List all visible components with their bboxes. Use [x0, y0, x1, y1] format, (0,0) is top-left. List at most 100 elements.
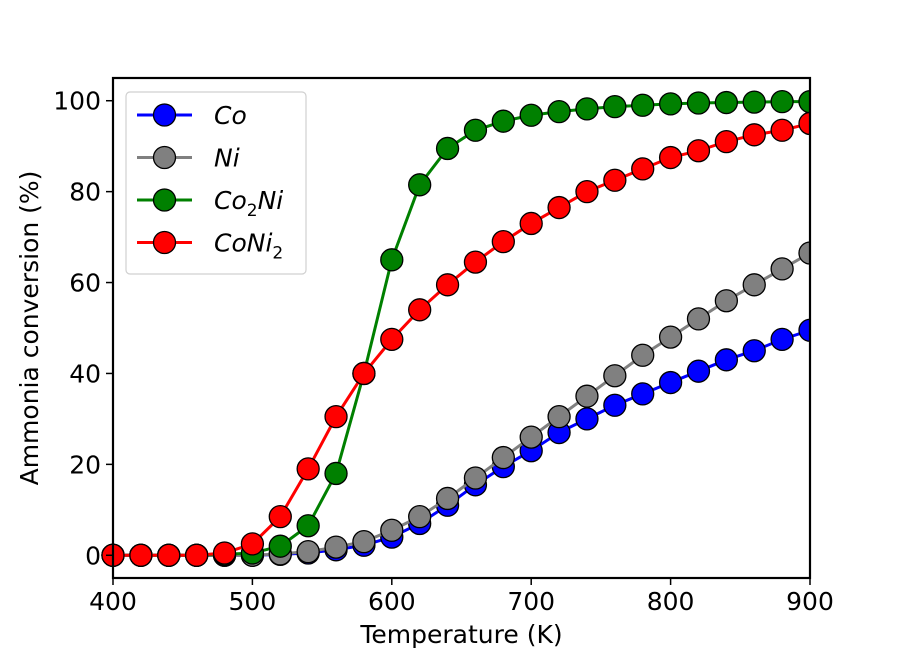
data-point — [603, 168, 627, 192]
series-line — [113, 251, 810, 557]
data-point — [714, 348, 739, 372]
data-point — [352, 529, 376, 554]
data-point — [686, 139, 711, 163]
legend-item-co: Co — [137, 101, 247, 130]
data-point — [686, 307, 711, 331]
data-point — [714, 289, 739, 313]
legend-item-ni: Ni — [137, 144, 240, 173]
data-point — [547, 404, 571, 429]
data-point — [157, 543, 181, 567]
data-point — [380, 518, 404, 542]
y-tick-label: 100 — [53, 87, 101, 116]
data-point — [463, 118, 488, 142]
x-axis-label: Temperature (K) — [359, 620, 562, 649]
data-point — [631, 157, 655, 181]
data-point — [408, 298, 432, 322]
y-tick-label: 60 — [69, 269, 101, 298]
data-point — [519, 425, 543, 449]
plot-frame — [111, 76, 812, 580]
x-axis: 400 500 600 700 800 900 — [89, 578, 834, 616]
data-point — [296, 457, 320, 481]
y-tick-label: 80 — [69, 178, 101, 207]
series-coni2 — [101, 111, 810, 567]
data-point — [631, 343, 655, 367]
y-axis-label: Ammonia conversion (%) — [15, 171, 44, 486]
data-point — [714, 90, 739, 115]
data-point — [212, 541, 237, 565]
x-tick-label: 400 — [89, 587, 137, 616]
data-point — [575, 407, 599, 431]
legend-marker — [152, 145, 177, 170]
data-point — [658, 145, 683, 170]
x-tick-label: 900 — [786, 587, 834, 616]
data-point — [435, 486, 460, 511]
data-point — [547, 195, 571, 220]
data-point — [770, 257, 794, 281]
data-point — [603, 94, 627, 119]
data-point — [380, 327, 404, 352]
data-point — [658, 325, 683, 349]
data-point — [463, 250, 488, 274]
legend-marker — [152, 103, 177, 127]
legend-label: Ni — [214, 144, 240, 173]
data-point — [631, 93, 655, 117]
data-point — [714, 129, 739, 154]
data-point — [268, 534, 292, 558]
data-point — [184, 543, 209, 567]
data-point — [658, 370, 683, 395]
data-point — [268, 504, 292, 529]
data-point — [798, 111, 810, 136]
data-point — [631, 382, 655, 406]
series-ni — [101, 241, 810, 567]
y-tick-label: 40 — [69, 359, 101, 388]
data-point — [798, 89, 810, 114]
data-point — [324, 461, 348, 486]
legend-box — [125, 91, 307, 275]
data-point — [547, 99, 571, 124]
data-point — [296, 514, 320, 538]
data-point — [240, 532, 265, 556]
legend-label: Co2Ni — [214, 186, 283, 221]
data-point — [742, 90, 766, 114]
y-tick-label: 20 — [69, 450, 101, 479]
data-point — [491, 445, 515, 470]
data-point — [491, 109, 515, 133]
data-point — [435, 273, 460, 297]
x-tick-label: 500 — [229, 587, 277, 616]
data-point — [435, 136, 460, 161]
data-point — [519, 103, 543, 127]
series-layer — [101, 89, 810, 567]
data-point — [798, 241, 810, 265]
legend-marker — [152, 230, 177, 255]
data-point — [603, 364, 627, 388]
data-point — [575, 384, 599, 408]
data-point — [491, 229, 515, 254]
legend: Co Ni Co2Ni CoNi2 — [125, 91, 307, 275]
x-tick-label: 800 — [647, 587, 695, 616]
data-point — [770, 89, 794, 114]
data-point — [408, 504, 432, 529]
data-point — [324, 535, 348, 559]
x-tick-label: 600 — [368, 587, 416, 616]
data-point — [575, 179, 599, 204]
data-point — [324, 404, 348, 429]
data-point — [742, 273, 766, 297]
legend-item-co2ni: Co2Ni — [137, 186, 283, 221]
data-point — [603, 393, 627, 417]
y-tick-label: 0 — [85, 541, 101, 570]
data-point — [770, 118, 794, 142]
legend-item-coni2: CoNi2 — [137, 229, 283, 264]
data-point — [658, 92, 683, 116]
data-point — [352, 361, 376, 386]
data-point — [519, 211, 543, 236]
data-point — [296, 539, 320, 564]
x-tick-label: 700 — [507, 587, 555, 616]
data-point — [380, 248, 404, 272]
data-point — [770, 327, 794, 352]
data-point — [798, 318, 810, 342]
data-point — [129, 543, 153, 567]
y-axis: 0 20 40 60 80 100 — [53, 87, 113, 570]
legend-label: CoNi2 — [214, 229, 283, 264]
legend-marker — [152, 188, 177, 212]
